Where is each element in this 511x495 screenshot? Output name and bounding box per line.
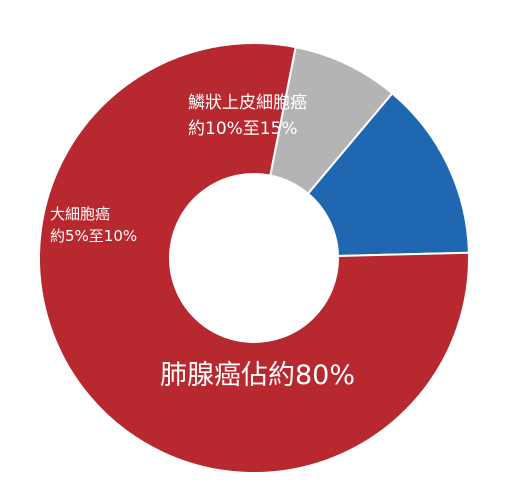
- slice-small: [269, 45, 394, 196]
- donut-slices: [38, 42, 470, 474]
- slice-adeno: [38, 42, 470, 474]
- slice-squamous: [306, 91, 470, 257]
- label-squamous-line2: 約10%至15%: [188, 119, 298, 139]
- label-squamous-line1: 鱗狀上皮細胞癌: [188, 93, 307, 113]
- label-adenocarcinoma: 肺腺癌佔約80%: [160, 360, 355, 391]
- label-large-cell-line1: 大細胞癌: [50, 205, 110, 223]
- label-large-cell-line2: 約5%至10%: [50, 227, 137, 245]
